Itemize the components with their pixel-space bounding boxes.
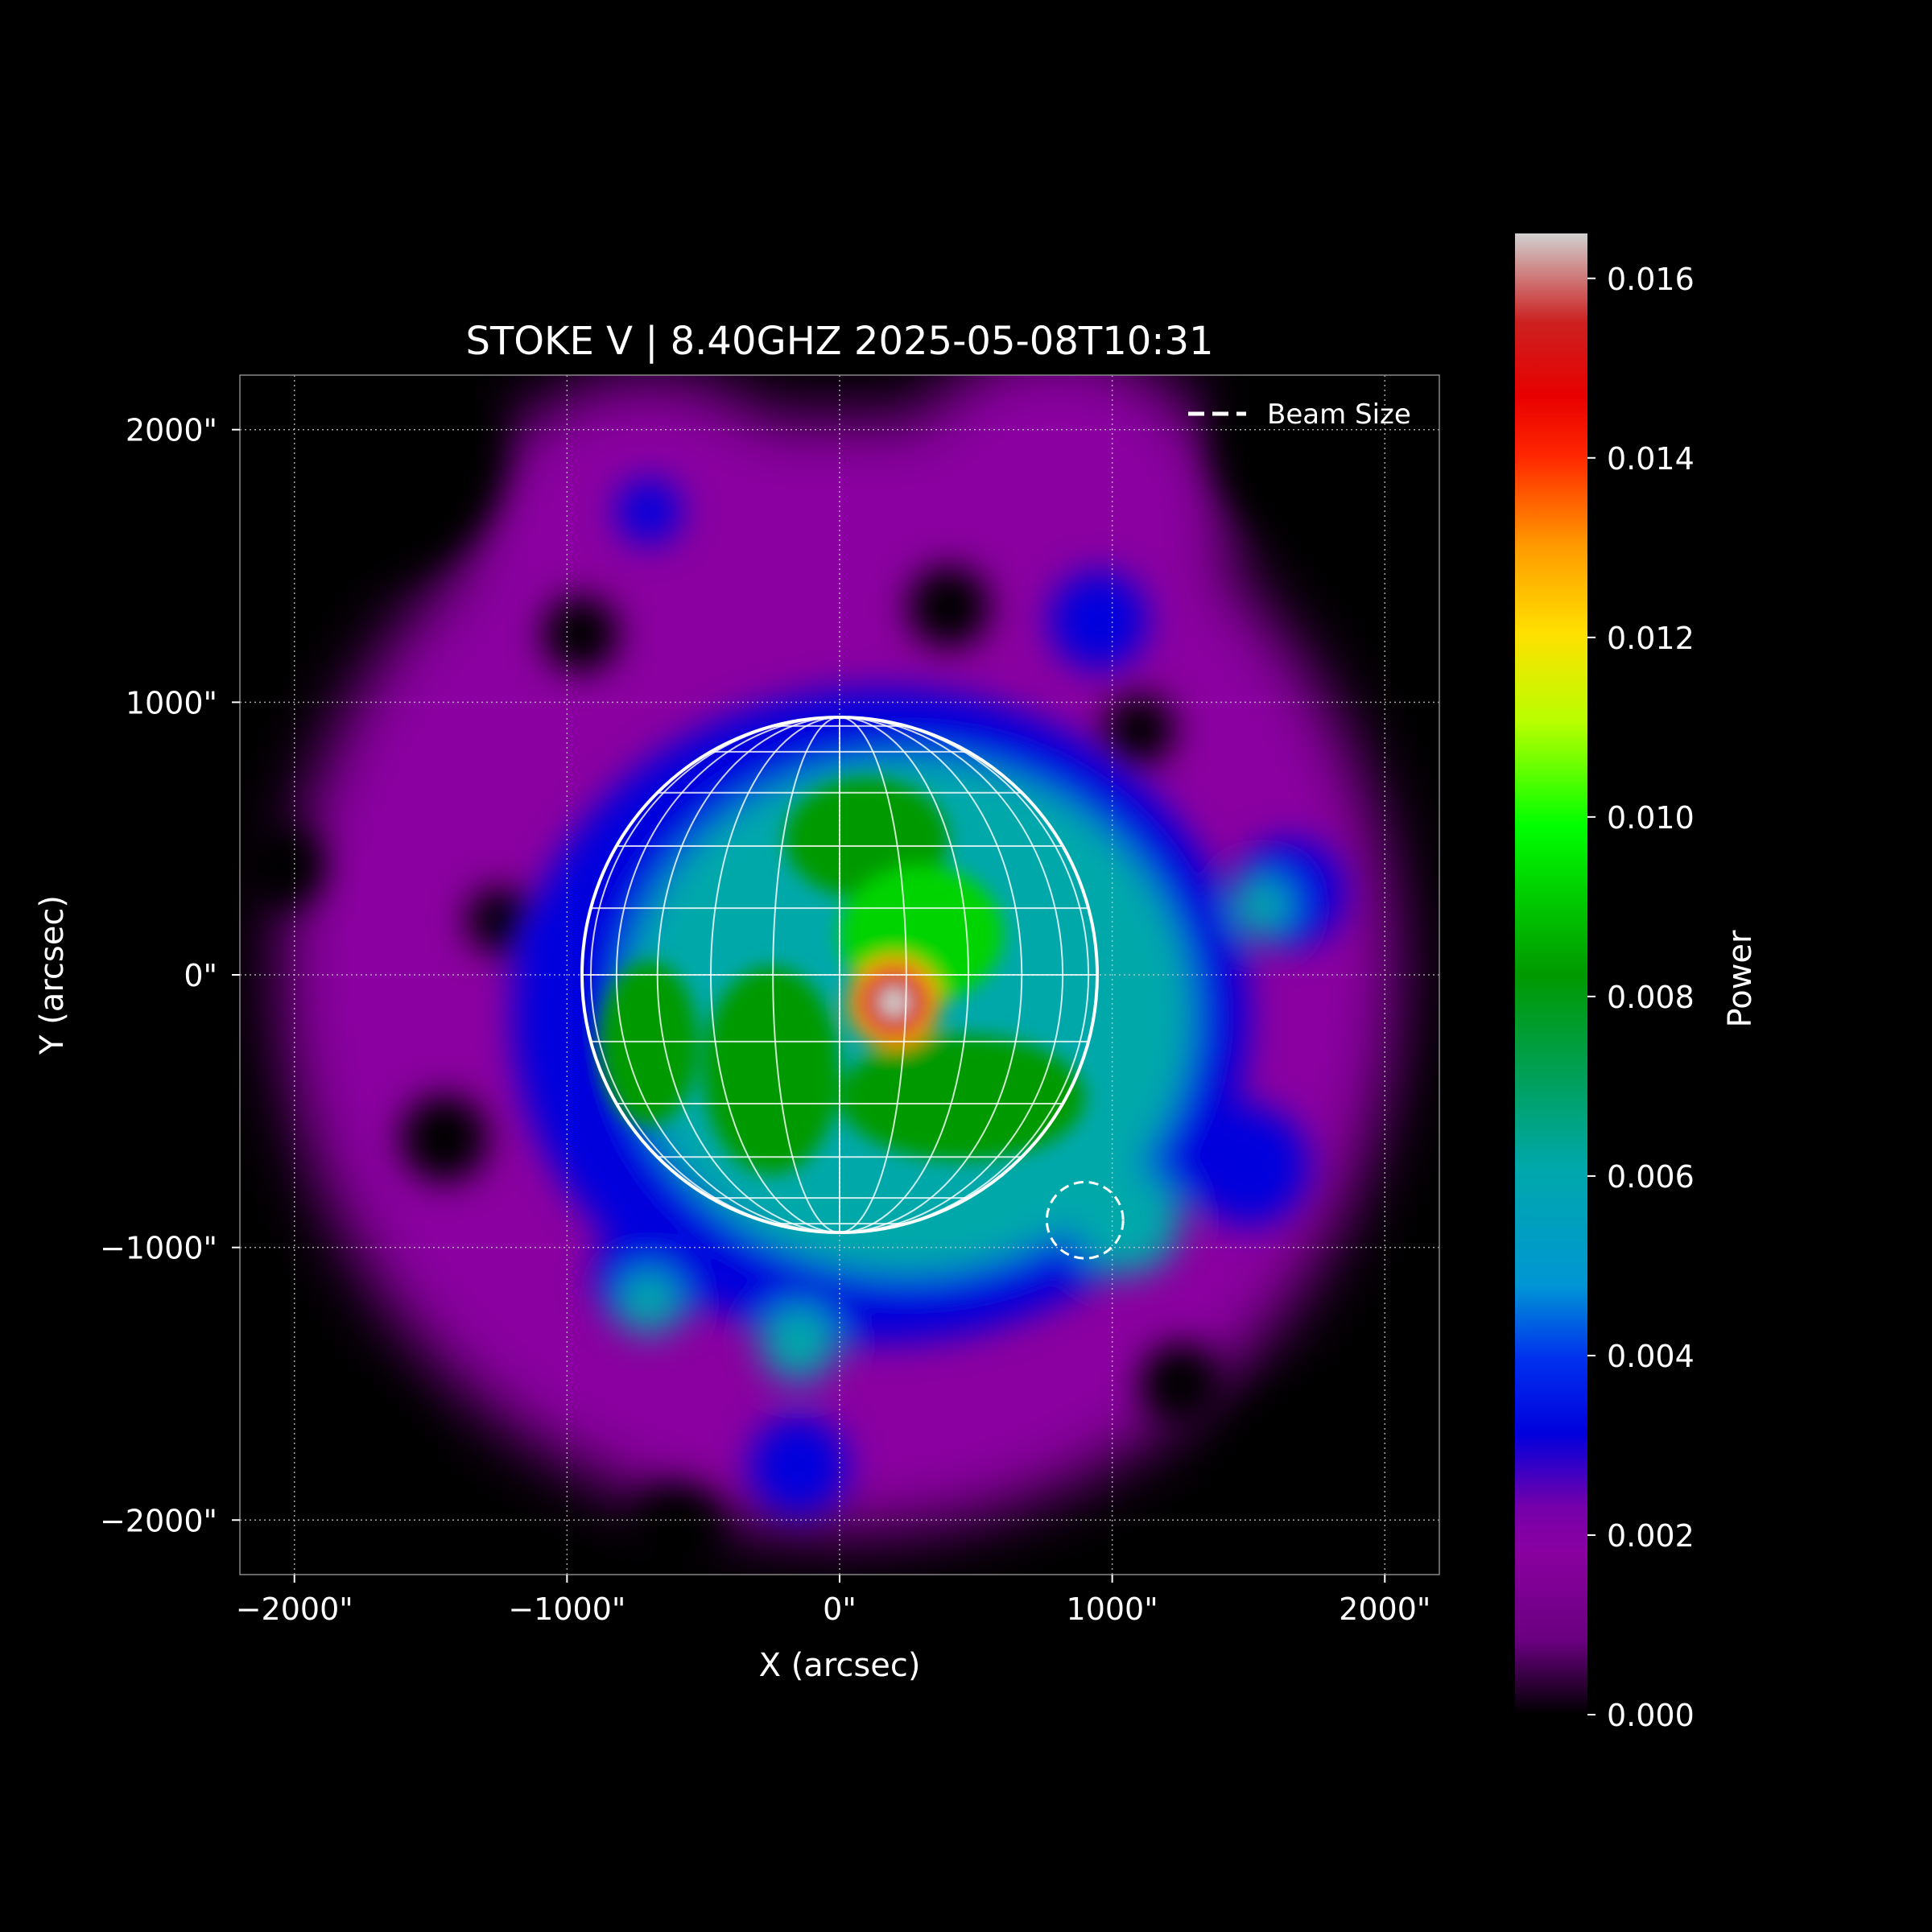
heat-blob: [749, 1416, 848, 1515]
heat-green-core: [600, 778, 1085, 1174]
heat-hole: [240, 822, 324, 910]
longitude-line: [839, 716, 1089, 1233]
x-axis-ticks: −2000" −1000" 0" 1000" 2000": [236, 1575, 1430, 1627]
y-tick-label: −1000": [100, 1231, 217, 1266]
colorbar-tick-label: 0.004: [1607, 1339, 1695, 1374]
beam-circle: [1045, 1180, 1125, 1260]
heat-blob: [1071, 1166, 1181, 1275]
longitude-line: [616, 716, 840, 1233]
colorbar-tick-label: 0.000: [1607, 1698, 1695, 1733]
heat-blob: [457, 375, 840, 758]
x-tick-label: 2000": [1339, 1591, 1430, 1627]
y-tick-label: −2000": [100, 1503, 217, 1538]
chart-title: STOKE V | 8.40GHZ 2025-05-08T10:31: [465, 319, 1213, 364]
colorbar-tick-label: 0.016: [1607, 262, 1695, 297]
x-tick-label: −1000": [508, 1591, 625, 1627]
colorbar-tick-label: 0.014: [1607, 441, 1695, 477]
heat-dark-gaps: [240, 375, 1439, 1575]
heat-hole: [275, 375, 505, 572]
colorbar-ticks: 0.000 0.002 0.004 0.006 0.008 0.010 0.012 0.014…: [1587, 262, 1695, 1733]
x-tick-label: 1000": [1067, 1591, 1158, 1627]
longitude-line: [839, 716, 969, 1233]
y-tick-label: 1000": [126, 685, 217, 720]
heat-blob: [600, 961, 698, 1125]
heat-blob: [512, 893, 622, 1002]
heat-blob: [880, 375, 1235, 703]
longitude-line: [839, 716, 1022, 1233]
x-axis-label: X (arcsec): [759, 1647, 921, 1684]
longitude-line: [710, 716, 840, 1233]
x-tick-label: 0": [823, 1591, 857, 1627]
legend-label-beam-size: Beam Size: [1267, 398, 1411, 431]
colorbar-tick-label: 0.008: [1607, 980, 1695, 1015]
heat-blob: [1049, 571, 1148, 670]
colorbar-tick-label: 0.010: [1607, 800, 1695, 836]
heat-blob: [1188, 1105, 1309, 1226]
longitude-line: [657, 716, 840, 1233]
beam-ellipse: [1045, 1180, 1125, 1260]
heat-hole: [907, 566, 990, 648]
heat-hole: [1212, 375, 1421, 547]
solar-disk: [580, 715, 1100, 1235]
heat-hole: [542, 596, 619, 673]
heat-hole: [400, 1095, 489, 1183]
heat-source-peak: [879, 987, 910, 1018]
colorbar-tick-label: 0.002: [1607, 1518, 1695, 1554]
colorbar-label: Power: [1722, 930, 1759, 1027]
y-axis-ticks: −2000" −1000" 0" 1000" 2000": [100, 413, 240, 1538]
colorbar-tick-label: 0.012: [1607, 621, 1695, 656]
solar-limb: [580, 715, 1100, 1235]
colorbar-tick-label: 0.006: [1607, 1159, 1695, 1195]
colorbar: 0.000 0.002 0.004 0.006 0.008 0.010 0.012 0.014…: [1515, 233, 1759, 1733]
heat-hole: [240, 1378, 436, 1575]
heat-blob: [703, 966, 840, 1174]
heat-blob: [616, 478, 682, 544]
colorbar-bar: [1515, 233, 1587, 1715]
longitude-line: [839, 716, 907, 1233]
heat-blob: [616, 1269, 682, 1335]
plot-area: [240, 375, 1439, 1575]
longitude-line: [772, 716, 840, 1233]
y-tick-label: 0": [184, 958, 217, 993]
heat-hole: [1104, 694, 1175, 766]
heat-blob: [760, 1304, 837, 1381]
heat-hole: [1216, 1378, 1439, 1575]
heat-hole: [626, 1484, 725, 1575]
heat-hole: [1139, 1343, 1222, 1425]
solar-disk-grid: [581, 716, 1098, 1233]
longitude-line: [839, 716, 1063, 1233]
x-tick-label: −2000": [236, 1591, 353, 1627]
longitude-line: [590, 716, 840, 1233]
y-tick-label: 2000": [126, 413, 217, 448]
heat-blob: [840, 1034, 1085, 1161]
y-axis-label: Y (arcsec): [34, 895, 71, 1055]
legend: Beam Size: [1188, 398, 1411, 431]
heat-blob: [1232, 877, 1293, 937]
